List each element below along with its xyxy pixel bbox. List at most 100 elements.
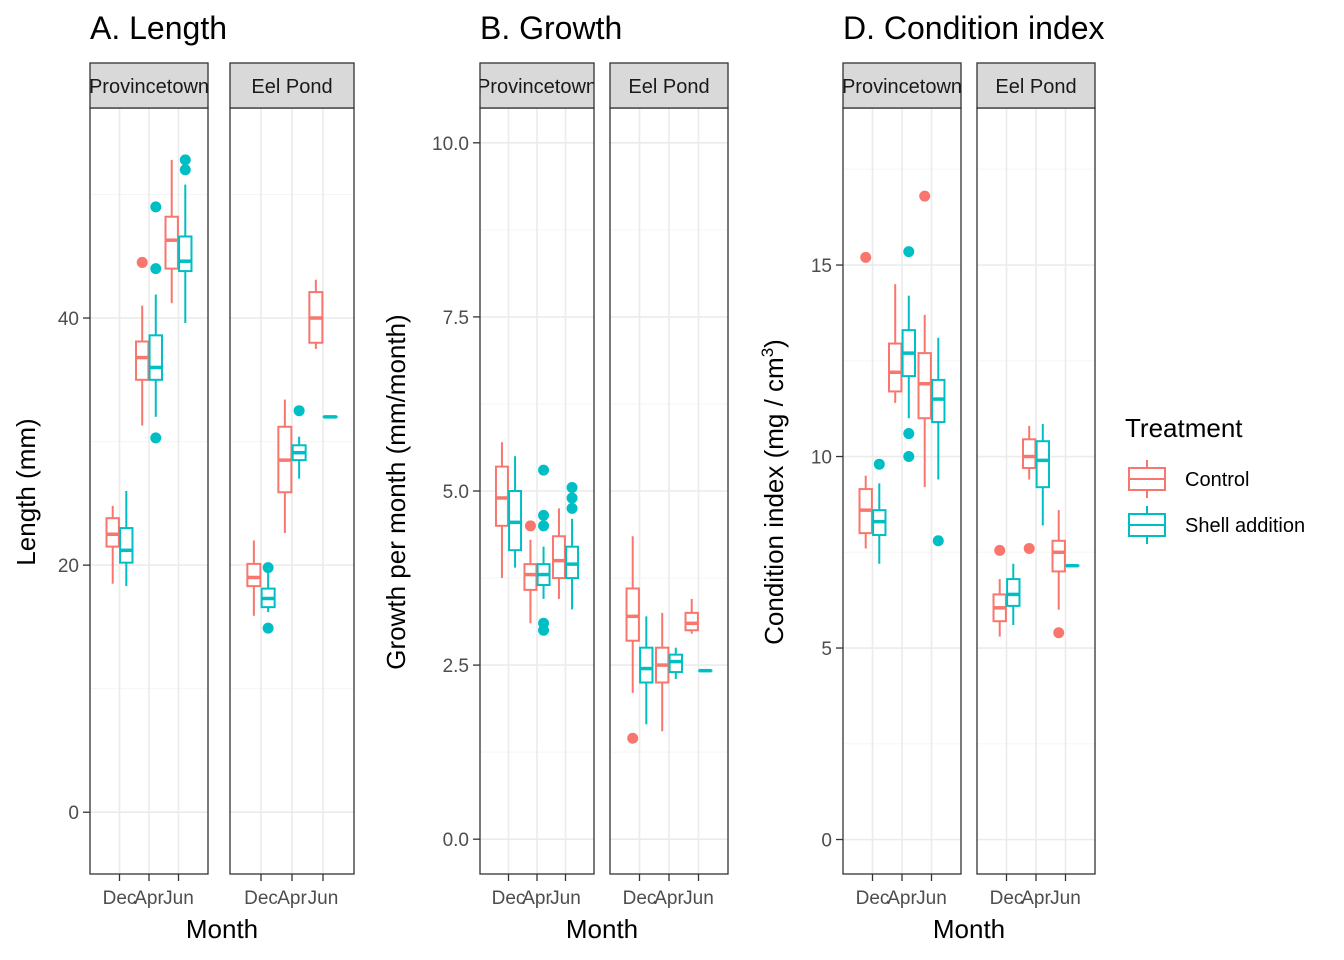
outlier-point [538,464,550,476]
boxplot-apr-shell-addition [148,201,163,444]
box [639,646,654,684]
y-axis-title: Condition index (mg / cm3) [758,339,789,645]
boxplot-jun-shell-addition [178,154,193,323]
strip-label: Provincetown [842,76,962,98]
boxplot-apr-control [277,399,293,534]
boxplot-dec-control [625,536,640,744]
x-tick-label: Dec [244,888,278,909]
boxplot-apr-control [135,256,150,426]
box [1006,578,1021,607]
y-axis: 0 20 40 [58,309,90,824]
boxplot-jun-control [917,190,932,488]
outlier-point [293,405,305,417]
x-axis-title: Month [186,914,258,944]
boxplot-dec-control [992,544,1007,637]
x-tick-label: Apr [277,888,307,909]
outlier-point [150,201,162,213]
y-axis-title-suffix: ) [759,339,789,348]
box [931,378,946,424]
box [135,340,150,381]
plot-a-length: A. Length Length (mm) Month 0 20 40 Provin… [11,10,355,944]
outlier-point [627,732,639,744]
boxplot-apr-control [1022,425,1037,554]
legend-item-control: Control [1128,460,1249,498]
y-tick-label: 15 [811,256,832,277]
outlier-point [903,451,915,463]
boxplot-apr-control [888,284,903,403]
outlier-point [538,520,550,532]
boxplot-jun-control [684,598,699,634]
strip-label: Eel Pond [628,76,709,98]
y-axis: 0 5 10 15 [811,256,843,852]
outlier-point [1053,627,1065,639]
y-tick-label: 10 [811,448,832,469]
boxplot-apr-shell-addition [291,405,307,479]
strip-label: Provincetown [89,76,209,98]
box [917,352,932,420]
outlier-point [919,190,931,202]
boxplot-dec-shell-addition [639,616,654,725]
boxplot-apr-shell-addition [901,246,916,463]
y-axis-title: Length (mm) [11,418,41,565]
outlier-point [903,428,915,440]
box [119,527,134,564]
outlier-point [566,492,578,504]
boxplot-apr-shell-addition [668,647,683,680]
y-axis-title-main: Condition index (mg / cm [759,357,789,645]
boxplot-jun-control [1051,510,1066,639]
outlier-point [150,432,162,444]
y-tick-label: 5 [821,639,832,660]
x-tick-label: Jun [163,888,194,909]
y-tick-label: 0 [821,831,832,852]
x-tick-label: Jun [683,888,714,909]
y-tick-label: 40 [58,309,79,330]
box [164,215,179,270]
plot-b-growth: B. Growth Growth per month (mm/month) Mo… [381,10,729,944]
boxplot-dec-control [494,442,509,579]
strip-background [976,62,1096,109]
x-tick-label: Apr [522,888,552,909]
outlier-point [524,520,536,532]
boxplot-jun-shell-addition [931,337,946,547]
boxplot-jun-control [551,508,566,599]
y-tick-label: 0.0 [443,830,469,851]
boxplot-jun-shell-addition [565,482,580,610]
strip-background [842,62,962,109]
x-tick-label: Dec [103,888,137,909]
strip-background [609,62,729,109]
strip-label: Provincetown [477,76,597,98]
outlier-point [179,164,191,176]
plot-title: D. Condition index [843,10,1104,46]
outlier-point [1023,542,1035,554]
outlier-point [873,458,885,470]
box [551,535,566,580]
outlier-point [932,535,944,547]
plot-title: A. Length [90,10,227,46]
x-tick-label: Jun [1050,888,1081,909]
boxplot-jun-control [308,279,324,349]
x-tick-label: Dec [856,888,890,909]
x-tick-label: Jun [550,888,581,909]
boxplot-dec-shell-addition [872,458,887,564]
y-tick-label: 0 [68,803,79,824]
outlier-point [538,624,550,636]
legend-item-shell-addition: Shell addition [1128,506,1305,544]
plot-title: B. Growth [480,10,622,46]
outlier-point [566,502,578,514]
plot-d-condition-index: D. Condition index Condition index (mg /… [758,10,1104,944]
box [1035,440,1050,489]
outlier-point [903,246,915,258]
box [105,517,120,548]
boxplot-dec-control [858,251,873,549]
boxplot-dec-shell-addition [260,562,276,634]
boxplot-apr-shell-addition [1035,423,1050,526]
y-axis-title: Growth per month (mm/month) [381,314,411,669]
boxplot-dec-shell-addition [508,456,523,568]
strip-label: Eel Pond [995,76,1076,98]
y-tick-label: 20 [58,556,79,577]
y-axis-title-superscript: 3 [758,348,777,357]
x-tick-label: Jun [308,888,339,909]
